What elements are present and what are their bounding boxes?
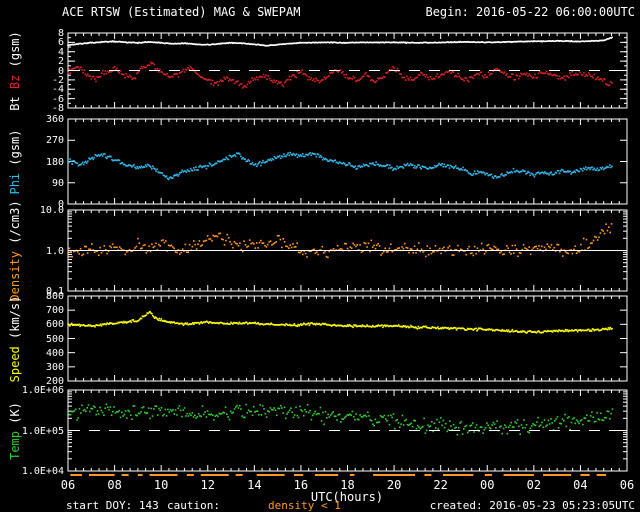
start-doy-label: start DOY: 143 <box>66 499 159 512</box>
caution-label: caution: <box>167 499 220 512</box>
x-axis-title: UTC(hours) <box>310 490 384 504</box>
caution-density-value: density < 1 <box>268 499 341 512</box>
begin-timestamp: Begin: 2016-05-22 06:00:00UTC <box>425 5 635 19</box>
page-title: ACE RTSW (Estimated) MAG & SWEPAM <box>62 5 301 19</box>
created-timestamp: created: 2016-05-23 05:23:05UTC <box>429 499 635 512</box>
